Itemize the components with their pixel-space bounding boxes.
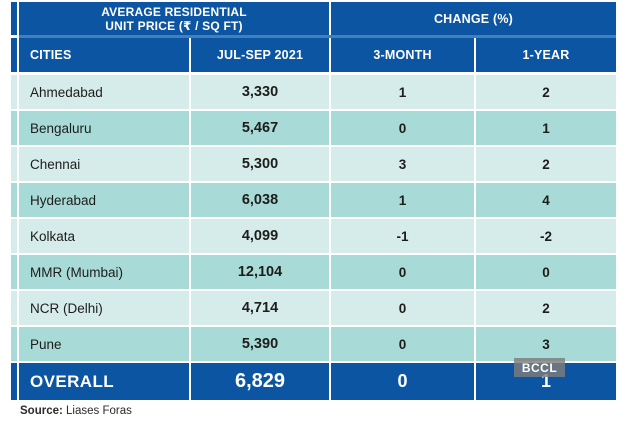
price-cell: 4,714 bbox=[189, 291, 329, 325]
table-row: Ahmedabad 3,330 1 2 bbox=[19, 75, 616, 111]
city-cell: Chennai bbox=[19, 147, 189, 181]
table-row: MMR (Mumbai) 12,104 0 0 bbox=[19, 255, 616, 291]
header-avg-line2: UNIT PRICE (₹ / SQ FT) bbox=[105, 18, 243, 33]
edge-strip-segment bbox=[11, 2, 17, 35]
change-3m-cell: 3 bbox=[329, 147, 474, 181]
change-1y-cell: 0 bbox=[474, 255, 616, 289]
edge-strip-segment bbox=[11, 291, 17, 327]
table-row: Hyderabad 6,038 1 4 bbox=[19, 183, 616, 219]
col-header-3month: 3-MONTH bbox=[329, 38, 474, 72]
price-cell: 5,300 bbox=[189, 147, 329, 181]
change-1y-cell: 2 bbox=[474, 147, 616, 181]
edge-strip-segment bbox=[11, 219, 17, 255]
change-3m-cell: -1 bbox=[329, 219, 474, 253]
change-3m-cell: 0 bbox=[329, 111, 474, 145]
city-cell: Hyderabad bbox=[19, 183, 189, 217]
change-1y-cell: 2 bbox=[474, 75, 616, 109]
col-header-cities: CITIES bbox=[19, 38, 189, 72]
table-row: Pune 5,390 0 3 bbox=[19, 327, 616, 363]
change-3m-cell: 0 bbox=[329, 291, 474, 325]
change-1y-cell: 2 bbox=[474, 291, 616, 325]
source-label: Source: bbox=[20, 405, 63, 417]
city-cell: NCR (Delhi) bbox=[19, 291, 189, 325]
change-3m-cell: 0 bbox=[329, 327, 474, 361]
price-cell: 5,467 bbox=[189, 111, 329, 145]
city-cell: Kolkata bbox=[19, 219, 189, 253]
col-header-period: JUL-SEP 2021 bbox=[189, 38, 329, 72]
change-1y-cell: 3 bbox=[474, 327, 616, 361]
change-3m-cell: 1 bbox=[329, 183, 474, 217]
source-line: Source: Liases Foras bbox=[20, 405, 132, 417]
group-header-row: AVERAGE RESIDENTIAL UNIT PRICE (₹ / SQ F… bbox=[19, 2, 616, 35]
edge-strip-segment bbox=[11, 35, 17, 38]
overall-label: OVERALL bbox=[19, 363, 189, 400]
edge-strip bbox=[11, 2, 17, 400]
col-header-1year: 1-YEAR bbox=[474, 38, 616, 72]
price-cell: 3,330 bbox=[189, 75, 329, 109]
price-cell: 6,038 bbox=[189, 183, 329, 217]
change-1y-cell: 4 bbox=[474, 183, 616, 217]
change-1y-cell: -2 bbox=[474, 219, 616, 253]
header-avg-unit-price: AVERAGE RESIDENTIAL UNIT PRICE (₹ / SQ F… bbox=[19, 2, 329, 35]
header-avg-line1: AVERAGE RESIDENTIAL bbox=[101, 4, 247, 19]
table-row: NCR (Delhi) 4,714 0 2 bbox=[19, 291, 616, 327]
header-body-gap bbox=[19, 72, 616, 75]
edge-strip-segment bbox=[11, 75, 17, 111]
price-cell: 4,099 bbox=[189, 219, 329, 253]
header-divider bbox=[19, 35, 616, 38]
overall-row: OVERALL 6,829 0 1 bbox=[19, 363, 616, 400]
edge-strip-segment bbox=[11, 363, 17, 400]
edge-strip-segment bbox=[11, 72, 17, 75]
price-cell: 5,390 bbox=[189, 327, 329, 361]
edge-strip-segment bbox=[11, 147, 17, 183]
table-row: Chennai 5,300 3 2 bbox=[19, 147, 616, 183]
price-table: AVERAGE RESIDENTIAL UNIT PRICE (₹ / SQ F… bbox=[19, 2, 616, 400]
table-row: Kolkata 4,099 -1 -2 bbox=[19, 219, 616, 255]
source-text: Liases Foras bbox=[66, 405, 132, 417]
price-cell: 12,104 bbox=[189, 255, 329, 289]
change-3m-cell: 1 bbox=[329, 75, 474, 109]
city-cell: MMR (Mumbai) bbox=[19, 255, 189, 289]
city-cell: Ahmedabad bbox=[19, 75, 189, 109]
change-3m-cell: 0 bbox=[329, 255, 474, 289]
header-change-pct: CHANGE (%) bbox=[329, 2, 616, 35]
city-cell: Bengaluru bbox=[19, 111, 189, 145]
edge-strip-segment bbox=[11, 38, 17, 72]
edge-strip-segment bbox=[11, 255, 17, 291]
table-row: Bengaluru 5,467 0 1 bbox=[19, 111, 616, 147]
edge-strip-segment bbox=[11, 327, 17, 363]
overall-change-3m: 0 bbox=[329, 363, 474, 400]
column-header-row: CITIES JUL-SEP 2021 3-MONTH 1-YEAR bbox=[19, 38, 616, 72]
edge-strip-segment bbox=[11, 183, 17, 219]
city-cell: Pune bbox=[19, 327, 189, 361]
overall-price: 6,829 bbox=[189, 363, 329, 400]
change-1y-cell: 1 bbox=[474, 111, 616, 145]
bccl-watermark: BCCL bbox=[514, 358, 565, 377]
edge-strip-segment bbox=[11, 111, 17, 147]
